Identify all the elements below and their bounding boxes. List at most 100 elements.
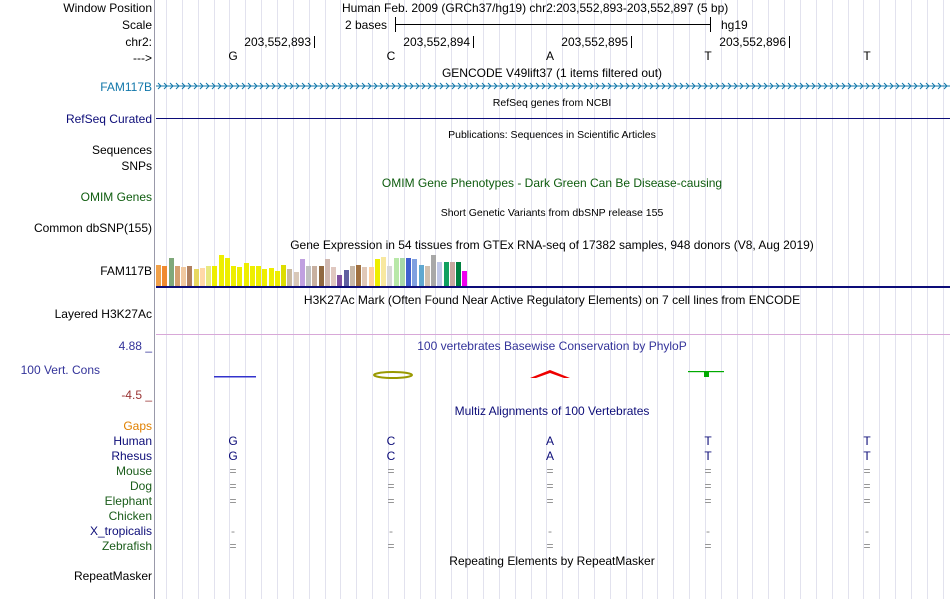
grid-line — [340, 0, 341, 599]
gtex-tissue-bar[interactable] — [225, 258, 230, 286]
grid-line — [927, 0, 928, 599]
coordinate-tick-label: 203,552,894 — [403, 35, 470, 49]
grid-line — [768, 0, 769, 599]
gtex-tissue-bar[interactable] — [287, 269, 292, 286]
refseq-track-label[interactable]: RefSeq Curated — [65, 112, 152, 126]
gtex-tissue-bar[interactable] — [256, 266, 261, 286]
multiz-base: - — [231, 524, 235, 538]
repeatmasker-track-title[interactable]: Repeating Elements by RepeatMasker — [449, 554, 655, 568]
gtex-tissue-bar[interactable] — [331, 267, 336, 286]
gtex-tissue-bar[interactable] — [344, 270, 349, 286]
multiz-base: T — [704, 434, 712, 448]
gtex-tissue-bar[interactable] — [406, 258, 411, 286]
gencode-track-title[interactable]: GENCODE V49lift37 (1 items filtered out) — [441, 66, 663, 80]
gtex-tissue-bar[interactable] — [412, 259, 417, 286]
refseq-gene-line[interactable] — [156, 118, 950, 119]
multiz-species-label[interactable]: Mouse — [115, 464, 152, 478]
multiz-gaps-label[interactable]: Gaps — [123, 419, 152, 433]
phylop-track-title[interactable]: 100 vertebrates Basewise Conservation by… — [417, 339, 687, 353]
multiz-species-label[interactable]: Dog — [129, 479, 152, 493]
window-position-value[interactable]: Human Feb. 2009 (GRCh37/hg19) chr2:203,5… — [342, 1, 729, 15]
gtex-tissue-bar[interactable] — [237, 267, 242, 286]
gtex-tissue-bar[interactable] — [162, 266, 167, 286]
reference-base: G — [228, 49, 238, 63]
grid-line — [420, 0, 421, 599]
gtex-tissue-bar[interactable] — [462, 271, 467, 286]
gtex-tissue-bar[interactable] — [306, 266, 311, 286]
publications-track-title[interactable]: Publications: Sequences in Scientific Ar… — [448, 129, 656, 141]
gtex-tissue-bar[interactable] — [387, 266, 392, 286]
gtex-tissue-bar[interactable] — [281, 265, 286, 286]
gtex-tissue-bar[interactable] — [275, 271, 280, 286]
multiz-species-label[interactable]: Elephant — [104, 494, 152, 508]
dbsnp-track-label[interactable]: Common dbSNP(155) — [33, 221, 152, 235]
grid-line — [372, 0, 373, 599]
gtex-tissue-bar[interactable] — [262, 269, 267, 286]
multiz-base: = — [387, 494, 395, 508]
h3k27ac-track-title[interactable]: H3K27Ac Mark (Often Found Near Active Re… — [303, 293, 801, 307]
multiz-species-label[interactable]: Human — [113, 434, 152, 448]
gencode-transcript-line[interactable] — [156, 80, 950, 92]
multiz-base: T — [863, 449, 871, 463]
gtex-tissue-bar[interactable] — [356, 265, 361, 286]
gtex-tissue-bar[interactable] — [375, 259, 380, 286]
omim-track-title[interactable]: OMIM Gene Phenotypes - Dark Green Can Be… — [381, 176, 723, 190]
gtex-tissue-bar[interactable] — [456, 262, 461, 286]
gtex-tissue-bar[interactable] — [337, 275, 342, 286]
gtex-tissue-bar[interactable] — [212, 266, 217, 286]
gtex-tissue-bar[interactable] — [269, 268, 274, 286]
gtex-track-title[interactable]: Gene Expression in 54 tissues from GTEx … — [290, 238, 814, 252]
grid-line — [166, 0, 167, 599]
gtex-track-label[interactable]: FAM117B — [100, 264, 152, 278]
multiz-species-label[interactable]: Zebrafish — [101, 539, 152, 553]
gtex-tissue-bar[interactable] — [431, 255, 436, 286]
gtex-tissue-bar[interactable] — [169, 258, 174, 286]
multiz-species-label[interactable]: Rhesus — [111, 449, 152, 463]
grid-line — [435, 0, 436, 599]
gtex-tissue-bar[interactable] — [444, 262, 449, 286]
gtex-tissue-bar[interactable] — [400, 258, 405, 286]
omim-track-label[interactable]: OMIM Genes — [80, 190, 152, 204]
gtex-tissue-bar[interactable] — [325, 259, 330, 286]
phylop-max-label: 4.88 _ — [118, 339, 152, 353]
gtex-tissue-bar[interactable] — [369, 267, 374, 286]
gtex-tissue-bar[interactable] — [250, 266, 255, 286]
gtex-bar-chart[interactable] — [156, 252, 536, 286]
snps-track-label[interactable]: SNPs — [121, 159, 152, 173]
gtex-tissue-bar[interactable] — [206, 266, 211, 286]
multiz-species-label[interactable]: Chicken — [108, 509, 152, 523]
repeatmasker-track-label[interactable]: RepeatMasker — [73, 569, 152, 583]
multiz-base: C — [386, 449, 396, 463]
multiz-species-label[interactable]: X_tropicalis — [89, 524, 152, 538]
grid-line — [816, 0, 817, 599]
gtex-tissue-bar[interactable] — [350, 266, 355, 286]
gtex-tissue-bar[interactable] — [231, 266, 236, 286]
gtex-tissue-bar[interactable] — [419, 265, 424, 286]
grid-line — [943, 0, 944, 599]
gtex-tissue-bar[interactable] — [200, 268, 205, 286]
gtex-tissue-bar[interactable] — [450, 262, 455, 286]
gtex-tissue-bar[interactable] — [187, 266, 192, 286]
gtex-tissue-bar[interactable] — [394, 258, 399, 286]
gtex-tissue-bar[interactable] — [300, 259, 305, 286]
publications-track-label[interactable]: Sequences — [91, 143, 152, 157]
gtex-tissue-bar[interactable] — [425, 266, 430, 286]
gtex-tissue-bar[interactable] — [312, 266, 317, 286]
multiz-track-title[interactable]: Multiz Alignments of 100 Vertebrates — [454, 404, 650, 418]
phylop-track-label[interactable]: 100 Vert. Cons — [20, 363, 100, 377]
gtex-tissue-bar[interactable] — [437, 262, 442, 286]
gtex-tissue-bar[interactable] — [175, 266, 180, 286]
gtex-tissue-bar[interactable] — [219, 255, 224, 286]
gtex-tissue-bar[interactable] — [156, 265, 161, 286]
gtex-tissue-bar[interactable] — [319, 266, 324, 286]
gtex-tissue-bar[interactable] — [181, 267, 186, 286]
gtex-tissue-bar[interactable] — [362, 267, 367, 286]
h3k27ac-track-label[interactable]: Layered H3K27Ac — [54, 307, 152, 321]
gtex-tissue-bar[interactable] — [294, 272, 299, 286]
dbsnp-track-title[interactable]: Short Genetic Variants from dbSNP releas… — [440, 207, 664, 219]
gtex-tissue-bar[interactable] — [244, 263, 249, 286]
gtex-tissue-bar[interactable] — [194, 269, 199, 286]
refseq-track-title[interactable]: RefSeq genes from NCBI — [492, 97, 612, 109]
gtex-tissue-bar[interactable] — [381, 257, 386, 286]
gencode-item-label[interactable]: FAM117B — [100, 80, 152, 94]
